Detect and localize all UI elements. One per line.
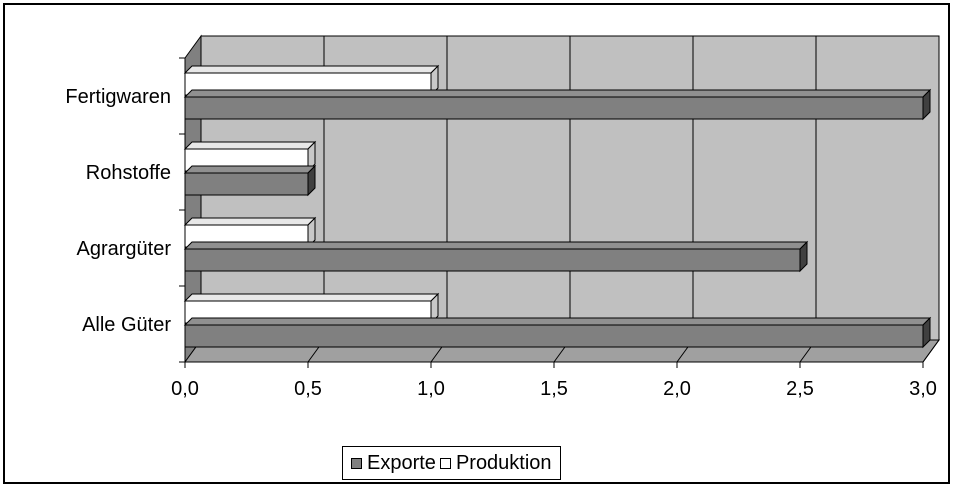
bar-exporte-top [183, 89, 932, 98]
x-tick-label: 2,0 [663, 378, 691, 400]
floor-gridline [922, 339, 940, 363]
x-tick-label: 3,0 [909, 378, 937, 400]
bar-exporte [184, 324, 924, 348]
bar-produktion-top [183, 217, 317, 226]
bar-exporte [184, 172, 309, 196]
legend-swatch-exporte [351, 457, 362, 469]
y-category-label: Agrargüter [77, 238, 172, 260]
bar-exporte [184, 248, 801, 272]
legend-swatch-produktion [439, 457, 451, 469]
x-tick-label: 0,0 [171, 378, 199, 400]
legend-label-produktion: Produktion [455, 451, 552, 474]
x-tick-label: 1,0 [417, 378, 445, 400]
legend-item-produktion: Produktion [439, 451, 552, 475]
x-tick-label: 1,5 [540, 378, 568, 400]
bar-exporte [184, 96, 924, 120]
bar-exporte-top [183, 165, 317, 174]
y-category-label: Fertigwaren [65, 86, 171, 108]
bar-exporte-top [183, 241, 809, 250]
legend-item-exporte: Exporte [351, 452, 436, 475]
legend-label-exporte: Exporte [367, 451, 436, 474]
bar-exporte-top [183, 317, 932, 326]
x-tick-label: 2,5 [786, 378, 814, 400]
legend: Exporte Produktion [342, 446, 561, 480]
y-category-label: Alle Güter [82, 314, 171, 336]
x-tick-label: 0,5 [294, 378, 322, 400]
bar-produktion-top [183, 293, 440, 302]
bar-produktion-top [183, 65, 440, 74]
bar-produktion-top [183, 141, 317, 150]
y-category-label: Rohstoffe [86, 162, 171, 184]
